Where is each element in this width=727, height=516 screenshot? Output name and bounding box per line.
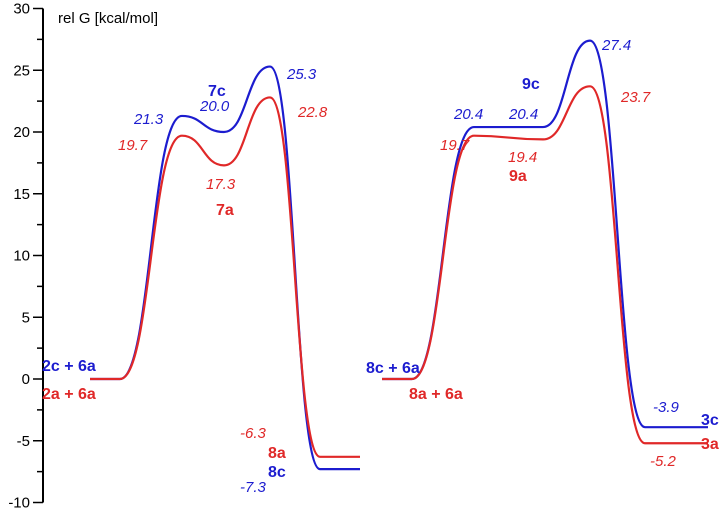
profile-1-a-curve [90,96,360,458]
value-label: 19.4 [508,149,537,166]
y-tick-label: 10 [13,248,30,265]
value-label: 20.4 [508,106,538,123]
species-label: 7c [208,83,226,100]
y-tick-label: 15 [13,186,30,203]
value-label: 17.3 [206,176,236,193]
y-tick-label: -5 [17,433,30,450]
value-label: 20.4 [453,106,483,123]
value-label: -6.3 [240,425,267,442]
species-label: 8a + 6a [409,386,463,403]
species-label: 7a [216,202,234,219]
value-label: 22.8 [297,104,328,121]
profile-2-a-curve [382,85,708,445]
species-label: 3c [701,412,719,429]
species-label: 2c + 6a [42,358,96,375]
species-label: 9a [509,168,527,185]
y-tick-label: 30 [13,1,30,18]
value-label: 21.3 [133,111,164,128]
value-label: 25.3 [286,66,317,83]
y-tick-label: 0 [22,371,30,388]
profile-1-c-curve [90,65,360,471]
value-label: 23.7 [620,89,651,106]
y-tick-label: -10 [8,495,30,512]
value-label: 20.0 [199,98,230,115]
y-tick-label: 20 [13,124,30,141]
value-label: 27.4 [601,37,631,54]
y-tick-label: 5 [22,309,30,326]
value-label: -5.2 [650,453,677,470]
species-label: 8c [268,464,286,481]
value-label: -7.3 [240,479,267,496]
value-label: -3.9 [653,399,680,416]
species-label: 8c + 6a [366,360,420,377]
species-label: 8a [268,445,286,462]
y-axis-label: rel G [kcal/mol] [58,10,158,27]
species-label: 9c [522,76,540,93]
y-tick-label: 25 [13,62,30,79]
value-label: 19.7 [118,137,148,154]
curves [90,39,708,471]
profile-2-c-curve [382,39,708,429]
species-label: 3a [701,436,719,453]
y-axis: 30 25 20 15 10 5 0 -5 -10 [8,1,44,512]
value-label: 19.7 [440,137,470,154]
species-label: 2a + 6a [42,386,96,403]
